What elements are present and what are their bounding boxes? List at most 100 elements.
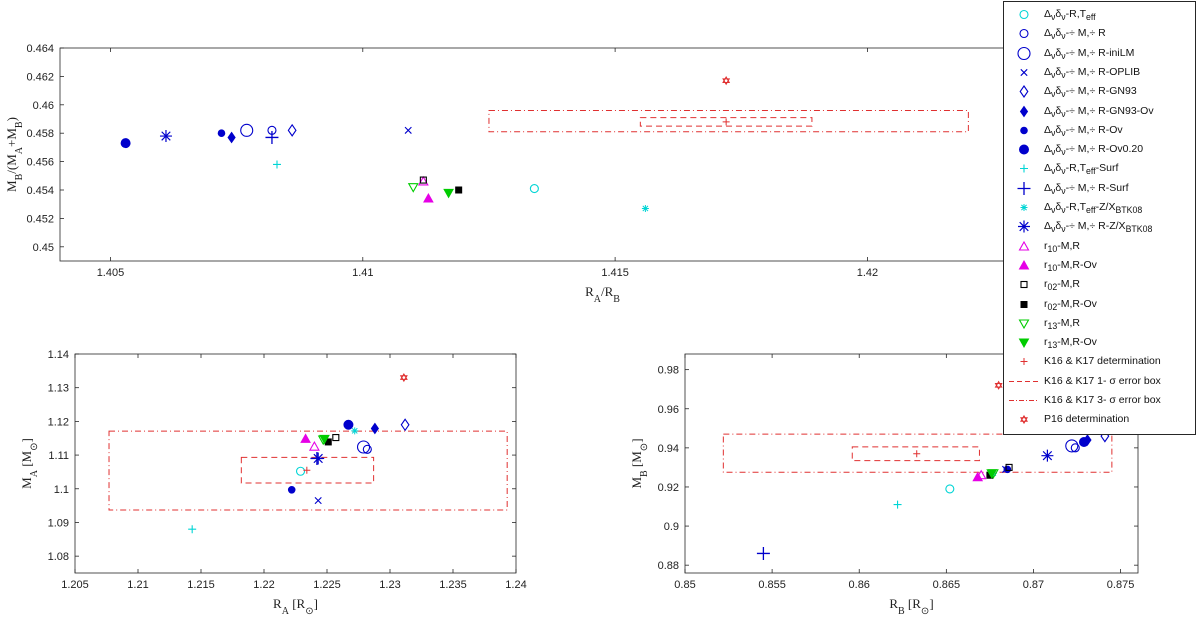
legend-marker [1018, 338, 1030, 349]
legend-item: r02-M,R-Ov [1004, 296, 1195, 313]
y-tick-label: 0.456 [26, 157, 54, 169]
x-tick-label: 1.405 [97, 267, 125, 279]
y-tick-label: 0.98 [658, 365, 679, 377]
y-tick-label: 0.46 [33, 100, 54, 112]
legend: Δνδν-R,Teff Δνδν-÷ M,÷ R Δνδν-÷ M,÷ R-iniL… [1003, 1, 1196, 435]
data-point-triangle-up-filled [423, 193, 434, 203]
legend-item: r10-M,R [1004, 238, 1195, 255]
data-point-asterisk-large [312, 452, 325, 465]
data-point-circle-filled-large [1078, 436, 1089, 447]
x-tick-label: 1.21 [127, 579, 148, 591]
x-tick-label: 0.875 [1107, 579, 1135, 591]
legend-label: Δνδν-÷ M,÷ R-Surf [1044, 181, 1129, 196]
data-point-plus-large [756, 546, 770, 560]
data-point-diamond-filled [227, 131, 236, 144]
legend-label: Δνδν-÷ M,÷ R-OPLIB [1044, 65, 1141, 80]
legend-item: Δνδν-÷ M,÷ R-GN93 [1004, 83, 1195, 100]
x-tick-label: 1.215 [187, 579, 215, 591]
data-point-plus [188, 525, 197, 534]
x-tick-label: 0.85 [674, 579, 695, 591]
data-point-plus [893, 500, 902, 509]
legend-marker [1020, 164, 1028, 173]
data-point-circle-open [295, 466, 306, 476]
data-point-asterisk [641, 204, 649, 212]
legend-marker [1017, 181, 1031, 195]
data-point-diamond-filled [370, 422, 379, 435]
data-point-asterisk-large [159, 130, 172, 143]
legend-item: Δνδν-÷ M,÷ R-OPLIB [1004, 64, 1195, 81]
data-point-asterisk-large [1041, 449, 1054, 462]
legend-label: Δνδν-÷ M,÷ R-GN93-Ov [1044, 104, 1154, 119]
error-box-3sigma [488, 109, 969, 133]
data-point-circle-open [362, 444, 372, 454]
legend-marker [1020, 281, 1028, 289]
data-point-plus-small [722, 118, 730, 126]
legend-item: Δνδν-R,Teff-Z/XBTK08 [1004, 199, 1195, 216]
y-tick-label: 0.454 [26, 185, 54, 197]
legend-label: K16 & K17 3- σ error box [1044, 394, 1161, 406]
data-point-plus-small [303, 466, 311, 474]
y-tick-label: 0.452 [26, 213, 54, 225]
axes-box [59, 47, 1146, 262]
legend-marker [1020, 415, 1028, 425]
data-point-asterisk [351, 427, 359, 435]
y-axis-label: MB/(MA+MB) [4, 117, 25, 192]
data-point-triangle-up-filled [300, 433, 311, 443]
legend-marker [1020, 204, 1028, 211]
y-tick-label: 1.09 [48, 517, 69, 529]
legend-label: Δνδν-R,Teff-Surf [1044, 162, 1119, 177]
y-tick-label: 0.458 [26, 128, 54, 140]
x-tick-label: 0.865 [933, 579, 961, 591]
data-point-circle-open-large [1065, 439, 1079, 453]
y-tick-label: 1.12 [48, 416, 69, 428]
error-box-1sigma [639, 117, 813, 127]
data-point-circle-filled-large [343, 419, 354, 430]
y-tick-label: 0.92 [658, 482, 679, 494]
chart-panel-bottom-left: 1.205 1.21 1.215 1.22 1.225 1.23 1.235 1.24 1.08… [19, 349, 527, 617]
data-point-circle-filled [287, 485, 296, 494]
legend-label: r10-M,R [1044, 239, 1080, 254]
legend-label: r02-M,R-Ov [1044, 297, 1097, 312]
x-tick-label: 1.235 [439, 579, 467, 591]
legend-label: Δνδν-÷ M,÷ R [1044, 27, 1106, 42]
legend-marker [1019, 29, 1029, 39]
legend-label: Δνδν-R,Teff [1044, 8, 1096, 23]
y-tick-label: 1.11 [48, 450, 69, 462]
legend-label: Δνδν-÷ M,÷ R-Ov0.20 [1044, 143, 1144, 158]
legend-item: Δνδν-÷ M,÷ R-GN93-Ov [1004, 103, 1195, 120]
legend-marker [1009, 380, 1039, 382]
error-box-1sigma [240, 456, 375, 484]
x-tick-label: 1.41 [352, 267, 373, 279]
legend-item: r02-M,R [1004, 276, 1195, 293]
data-point-triangle-down-filled [986, 469, 998, 479]
legend-marker [1018, 319, 1030, 329]
legend-marker [1018, 259, 1030, 270]
legend-marker [1019, 144, 1029, 155]
x-tick-label: 1.415 [601, 267, 629, 279]
legend-label: K16 & K17 1- σ error box [1044, 374, 1161, 387]
legend-label: Δνδν-÷ M,÷ R-Ov [1044, 123, 1123, 138]
x-tick-label: 0.86 [849, 579, 870, 591]
y-tick-label: 1.14 [48, 349, 69, 361]
axes-box [74, 353, 517, 574]
data-point-hexagram [399, 372, 408, 383]
x-tick-label: 1.42 [857, 267, 878, 279]
legend-label: Δνδν-÷ M,÷ R-Z/XBTK08 [1044, 220, 1153, 235]
data-point-square-open [1005, 463, 1013, 471]
x-tick-label: 0.855 [758, 579, 786, 591]
data-point-plus [273, 160, 281, 169]
data-point-plus-small [913, 450, 921, 458]
legend-label: K16 & K17 determination [1044, 355, 1161, 368]
legend-item: r13-M,R [1004, 315, 1195, 332]
legend-item: Δνδν-÷ M,÷ R-Z/XBTK08 [1004, 218, 1195, 235]
data-point-circle-open [945, 484, 955, 494]
legend-item: K16 & K17 1- σ error box [1004, 373, 1195, 390]
data-point-triangle-up-filled [972, 471, 984, 482]
chart-panel-bottom-right: 0.85 0.855 0.86 0.865 0.87 0.875 0.88 0.9 0.92 0.… [629, 353, 1139, 617]
x-tick-label: 1.24 [505, 579, 526, 591]
legend-label: Δνδν-÷ M,÷ R-iniLM [1044, 46, 1135, 61]
data-point-x [314, 496, 322, 505]
legend-item: K16 & K17 3- σ error box [1004, 392, 1195, 409]
legend-item: Δνδν-÷ M,÷ R-iniLM [1004, 45, 1195, 62]
x-axis-label: RA/RB [585, 284, 620, 305]
